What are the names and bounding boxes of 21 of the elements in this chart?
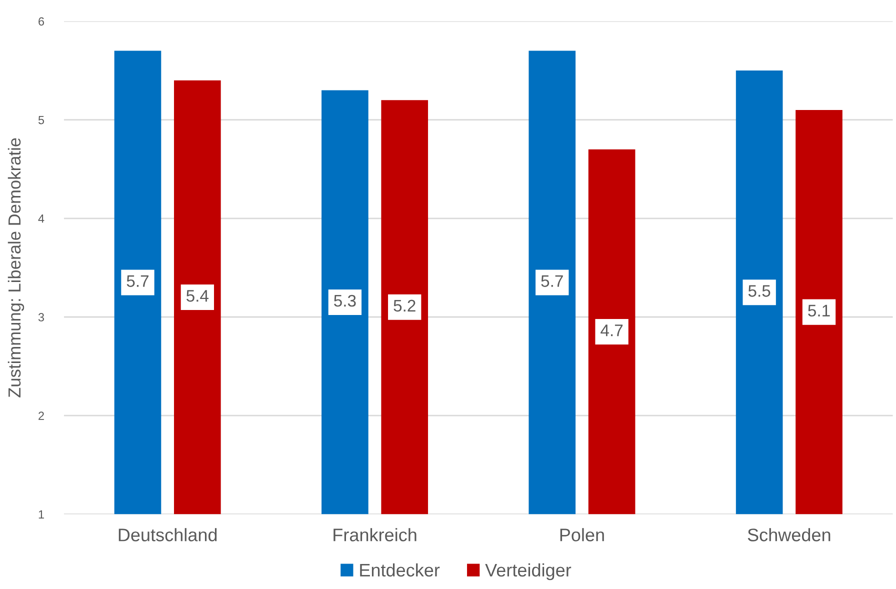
data-label: 5.5	[748, 285, 770, 297]
x-tick-label: Polen	[560, 528, 604, 542]
data-label: 5.7	[541, 275, 563, 287]
y-tick-label: 1	[38, 510, 44, 518]
data-label: 5.3	[334, 294, 356, 307]
y-tick-label: 3	[38, 313, 44, 322]
x-tick-label: Frankreich	[334, 528, 416, 542]
data-label: 5.2	[394, 300, 416, 312]
legend-label: Entdecker	[360, 563, 440, 577]
data-label: 5.4	[186, 290, 209, 302]
y-axis-title: Zustimmung: Liberale Demokratie	[8, 138, 24, 398]
y-tick-label: 2	[38, 412, 44, 420]
data-label: 4.7	[600, 324, 623, 336]
y-tick-label: 5	[38, 116, 44, 124]
x-tick-label: Deutschland	[118, 528, 217, 542]
x-tick-label: Schweden	[748, 528, 830, 542]
legend-label: Verteidiger	[485, 563, 572, 580]
y-tick-label: 4	[38, 214, 44, 223]
data-label: 5.1	[808, 304, 830, 317]
data-label: 5.7	[126, 275, 148, 287]
y-tick-label: 6	[38, 17, 44, 26]
